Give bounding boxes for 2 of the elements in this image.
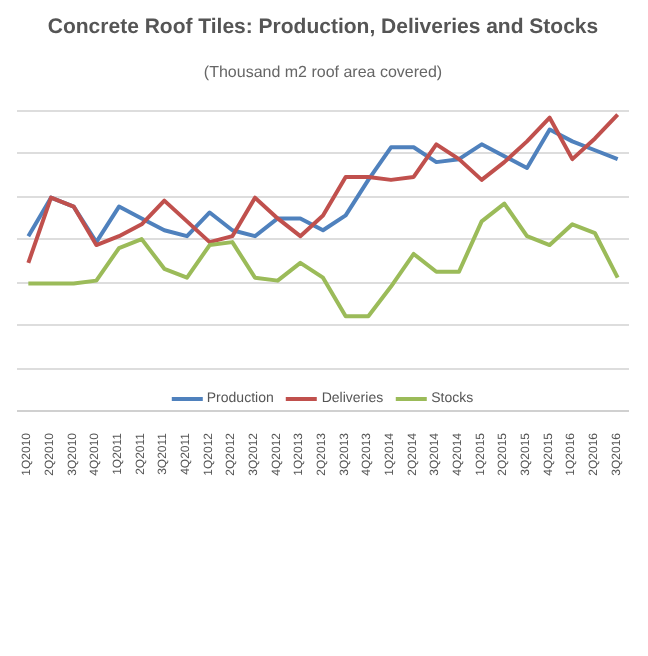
- chart-subtitle: (Thousand m2 roof area covered): [203, 63, 443, 81]
- chart-title: Concrete Roof Tiles: Production, Deliveries and Stocks: [47, 15, 599, 39]
